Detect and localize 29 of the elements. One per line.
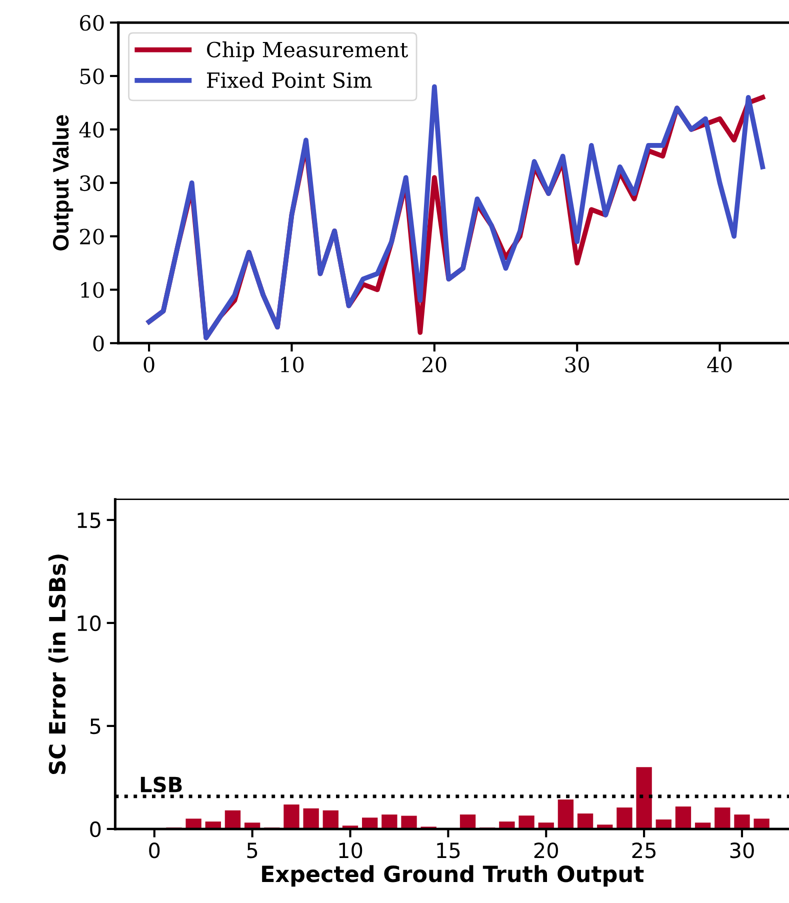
legend-label: Fixed Point Sim — [207, 72, 372, 88]
y-tick-label: 10 — [78, 615, 101, 632]
x-tick-label: 30 — [730, 842, 754, 858]
x-tick-label: 40 — [707, 356, 732, 372]
x-axis-title: Expected Ground Truth Output — [262, 865, 644, 887]
x-tick-label: 10 — [339, 842, 362, 858]
x-tick-label: 20 — [534, 842, 558, 858]
y-tick-label: 60 — [80, 15, 104, 31]
y-tick-label: 0 — [90, 821, 101, 838]
y-tick-label: 30 — [80, 175, 104, 192]
x-tick-label: 0 — [149, 842, 160, 858]
y-tick-label: 5 — [90, 718, 100, 734]
x-tick-label: 5 — [247, 842, 258, 858]
x-tick-label: 0 — [144, 356, 154, 372]
legend-label: Chip Measurement — [207, 41, 408, 62]
y-tick-label: 50 — [80, 68, 104, 84]
y-tick-label: 20 — [80, 228, 104, 244]
x-tick-label: 15 — [437, 842, 460, 858]
y-tick-label: 40 — [79, 122, 104, 138]
ref-line-label: LSB — [140, 776, 182, 792]
x-tick-label: 25 — [632, 842, 656, 858]
y-tick-label: 15 — [78, 512, 100, 528]
x-tick-label: 10 — [281, 356, 304, 372]
x-tick-label: 20 — [422, 356, 446, 372]
x-tick-label: 30 — [565, 356, 589, 372]
y-axis-title: SC Error (in LSBs) — [48, 554, 68, 774]
y-tick-label: 0 — [93, 336, 104, 352]
y-tick-label: 10 — [81, 282, 104, 298]
y-axis-title: Output Value — [52, 115, 74, 250]
